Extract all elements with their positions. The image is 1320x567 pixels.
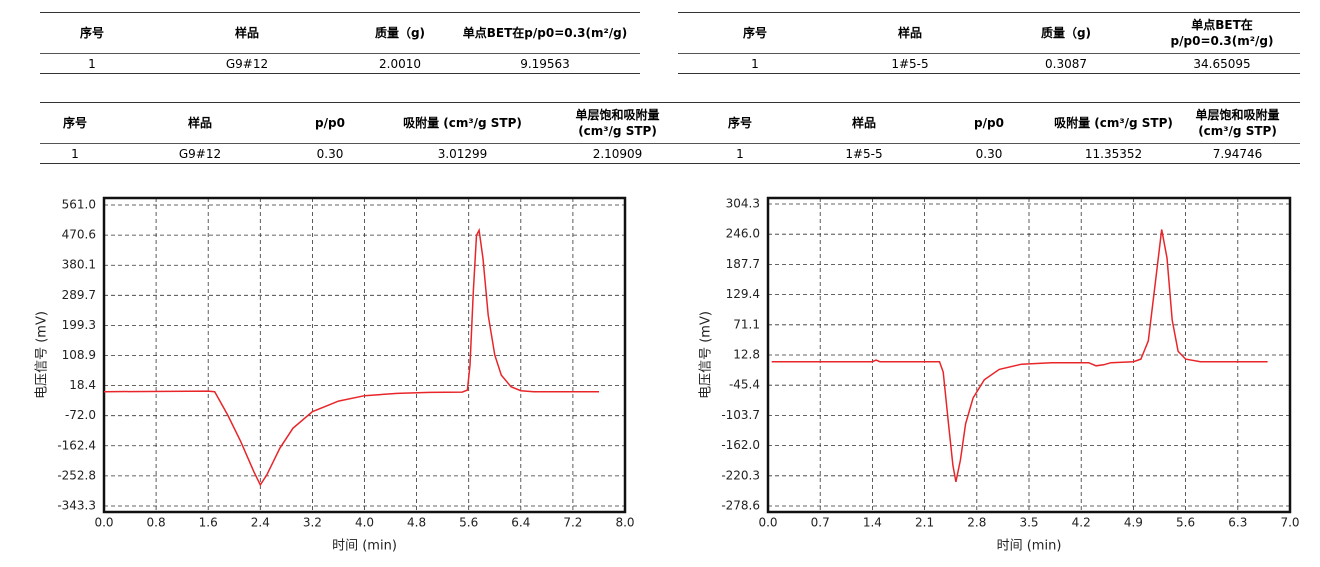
data-table: 序号 样品 p/p0 吸附量 (cm³/g STP) 单层饱和吸附量(cm³/g STP…: [678, 102, 1300, 164]
header-cell: 样品: [110, 102, 290, 144]
cell: 2.0010: [350, 53, 450, 74]
cell: 7.94746: [1175, 143, 1300, 164]
header-cell: 样品: [144, 12, 350, 54]
y-tick-label: 129.4: [726, 287, 760, 301]
cell: 0.30: [290, 143, 370, 164]
x-tick-label: 3.2: [303, 516, 322, 530]
cell: 1: [678, 143, 802, 164]
plot-frame: [766, 196, 1292, 514]
x-tick-label: 0.7: [811, 516, 830, 530]
x-tick-label: 4.9: [1124, 516, 1143, 530]
header-cell: p/p0: [290, 102, 370, 144]
data-line: [771, 229, 1268, 483]
y-tick-label: 304.3: [726, 197, 760, 211]
cell: 11.35352: [1052, 143, 1175, 164]
y-tick-label: 470.6: [62, 228, 96, 242]
x-axis-label: 时间 (min): [332, 539, 397, 554]
y-tick-label: 12.8: [733, 348, 760, 362]
header-cell: 序号: [678, 102, 802, 144]
x-tick-label: 1.6: [199, 516, 218, 530]
y-tick-label: -220.3: [721, 468, 760, 482]
y-axis-label: 电压信号 (mV): [35, 311, 50, 399]
data-table: 序号 样品 p/p0 吸附量 (cm³/g STP) 单层饱和吸附量(cm³/g STP…: [40, 102, 680, 164]
x-tick-label: 3.5: [1019, 516, 1038, 530]
x-tick-label: 6.4: [511, 516, 530, 530]
cell: 1: [40, 53, 144, 74]
y-tick-label: 18.4: [69, 378, 96, 392]
header-cell: 单点BET在p/p0=0.3(m²/g): [1144, 12, 1300, 54]
header-cell: 序号: [40, 12, 144, 54]
x-tick-label: 8.0: [615, 516, 634, 530]
cell: 1#5-5: [832, 53, 988, 74]
header-cell: 单层饱和吸附量(cm³/g STP): [1175, 102, 1300, 144]
x-tick-label: 2.8: [967, 516, 986, 530]
y-tick-label: 380.1: [62, 258, 96, 272]
header-cell: 单层饱和吸附量(cm³/g STP): [555, 102, 680, 144]
y-tick-label: -278.6: [721, 499, 760, 513]
header-cell: 质量（g): [350, 12, 450, 54]
header-cell: 吸附量 (cm³/g STP): [370, 102, 555, 144]
x-tick-label: 0.0: [94, 516, 113, 530]
cell: 0.3087: [988, 53, 1144, 74]
y-tick-label: -103.7: [721, 408, 760, 422]
data-table: 序号 样品 质量（g) 单点BET在p/p0=0.3(m²/g) 1 1#5-5 0.308…: [678, 12, 1300, 74]
x-tick-label: 4.0: [355, 516, 374, 530]
x-tick-label: 5.6: [459, 516, 478, 530]
cell: 2.10909: [555, 143, 680, 164]
plot-frame: [102, 196, 627, 514]
header-cell: 单点BET在p/p0=0.3(m²/g): [450, 12, 640, 54]
y-tick-label: -45.4: [729, 378, 760, 392]
y-tick-label: 199.3: [62, 318, 96, 332]
x-tick-label: 0.0: [758, 516, 777, 530]
x-tick-label: 2.4: [251, 516, 270, 530]
header-cell: p/p0: [926, 102, 1052, 144]
header-cell: 吸附量 (cm³/g STP): [1052, 102, 1175, 144]
cell: 1: [678, 53, 832, 74]
x-tick-label: 5.6: [1176, 516, 1195, 530]
cell: G9#12: [144, 53, 350, 74]
x-tick-label: 7.2: [563, 516, 582, 530]
y-tick-label: -162.4: [57, 438, 96, 452]
y-tick-label: 289.7: [62, 288, 96, 302]
header-cell: 序号: [40, 102, 110, 144]
y-tick-label: 71.1: [733, 317, 760, 331]
header-cell: 样品: [832, 12, 988, 54]
x-axis-label: 时间 (min): [997, 539, 1062, 554]
y-tick-label: 187.7: [726, 257, 760, 271]
y-tick-label: -343.3: [57, 499, 96, 513]
cell: 1#5-5: [802, 143, 926, 164]
cell: 1: [40, 143, 110, 164]
cell: 34.65095: [1144, 53, 1300, 74]
y-tick-label: -162.0: [721, 438, 760, 452]
x-tick-label: 0.8: [147, 516, 166, 530]
y-axis-label: 电压信号 (mV): [699, 311, 714, 399]
y-tick-label: -72.0: [65, 408, 96, 422]
x-tick-label: 4.8: [407, 516, 426, 530]
x-tick-label: 2.1: [915, 516, 934, 530]
y-tick-label: 108.9: [62, 348, 96, 362]
header-cell: 质量（g): [988, 12, 1144, 54]
header-cell: 样品: [802, 102, 926, 144]
y-tick-label: -252.8: [57, 468, 96, 482]
x-tick-label: 6.3: [1228, 516, 1247, 530]
cell: 9.19563: [450, 53, 640, 74]
x-tick-label: 1.4: [863, 516, 882, 530]
cell: 3.01299: [370, 143, 555, 164]
y-tick-label: 246.0: [726, 227, 760, 241]
y-tick-label: 561.0: [62, 198, 96, 212]
header-cell: 序号: [678, 12, 832, 54]
x-tick-label: 4.2: [1072, 516, 1091, 530]
data-line: [103, 227, 599, 487]
x-tick-label: 7.0: [1280, 516, 1299, 530]
data-table: 序号 样品 质量（g) 单点BET在p/p0=0.3(m²/g) 1 G9#12 2.001…: [40, 12, 640, 74]
cell: 0.30: [926, 143, 1052, 164]
cell: G9#12: [110, 143, 290, 164]
